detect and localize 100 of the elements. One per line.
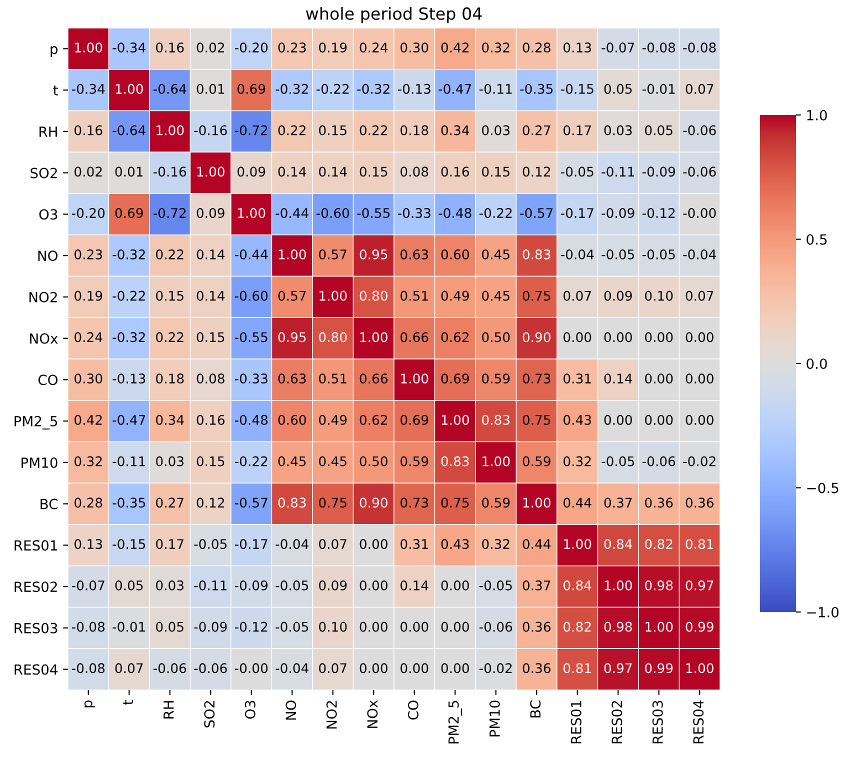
data-label: 0.00 (604, 414, 632, 425)
data-label: -0.13 (112, 374, 146, 384)
data-label: 0.32 (482, 539, 510, 550)
data-label: 0.49 (441, 290, 469, 301)
data-label: 0.82 (645, 539, 672, 550)
data-label: -0.05 (276, 580, 308, 590)
data-label: -0.72 (234, 125, 268, 136)
data-label: 0.16 (156, 42, 184, 53)
data-label: 0.00 (686, 332, 714, 342)
x-tick-label: RES01 (570, 701, 582, 744)
data-label: 0.00 (360, 580, 388, 590)
data-label: -0.47 (438, 84, 472, 94)
data-label: 0.22 (156, 332, 184, 342)
data-label: 0.30 (74, 374, 102, 384)
y-tick-label: BC (40, 498, 58, 510)
data-label: -0.01 (112, 622, 145, 632)
data-label: -0.06 (153, 663, 186, 674)
data-label: -0.09 (234, 580, 268, 590)
data-label: 0.09 (196, 208, 224, 218)
data-label: -0.08 (72, 622, 105, 632)
data-label: 0.34 (441, 125, 470, 136)
data-label: 1.00 (564, 539, 592, 550)
data-label: -0.48 (438, 208, 472, 218)
data-label: 0.09 (319, 580, 347, 590)
data-label: -0.32 (112, 332, 145, 342)
x-tick-label: p (84, 700, 96, 708)
data-label: 0.18 (156, 374, 184, 384)
data-label: 0.05 (604, 84, 632, 94)
data-label: 0.15 (196, 332, 224, 342)
data-label: 0.43 (441, 539, 469, 550)
data-label: 0.14 (278, 166, 306, 177)
data-label: 1.00 (75, 42, 102, 53)
data-label: -0.16 (153, 166, 186, 177)
data-label: 0.60 (278, 414, 306, 425)
data-label: 0.73 (522, 374, 550, 384)
data-label: 0.00 (360, 539, 388, 550)
data-label: 0.22 (278, 125, 306, 136)
data-label: -0.00 (234, 663, 268, 674)
data-label: 0.84 (564, 580, 592, 590)
data-label: -0.32 (112, 249, 145, 260)
data-label: 0.69 (238, 84, 266, 94)
data-label: 0.00 (686, 374, 714, 384)
data-label: 0.80 (360, 290, 388, 301)
data-label: 0.83 (522, 249, 550, 260)
x-tick-label: RES02 (612, 701, 622, 744)
data-label: 0.32 (74, 456, 102, 466)
data-label: -0.11 (602, 166, 634, 177)
data-label: -0.72 (153, 208, 186, 218)
data-label: 0.31 (564, 374, 591, 384)
data-label: 0.83 (278, 498, 306, 508)
data-label: 0.45 (278, 456, 306, 466)
data-label: 0.59 (482, 498, 510, 508)
data-label: 0.59 (522, 456, 550, 466)
data-label: 0.03 (604, 125, 632, 136)
data-label: 0.18 (400, 125, 428, 136)
x-tick-label: RH (164, 701, 174, 718)
data-label: 1.00 (197, 166, 224, 177)
data-label: -0.22 (234, 456, 268, 466)
data-label: 0.01 (196, 84, 224, 94)
data-label: 1.00 (604, 580, 632, 590)
data-label: 0.00 (400, 622, 428, 632)
data-label: 0.07 (686, 84, 714, 94)
data-label: -0.22 (479, 208, 512, 218)
data-label: 0.34 (156, 414, 184, 425)
data-label: -0.33 (234, 374, 268, 384)
data-label: -0.08 (683, 42, 716, 53)
data-label: -0.15 (112, 539, 146, 550)
data-label: -0.06 (194, 663, 227, 674)
data-label: 0.99 (686, 622, 714, 632)
data-label: -0.20 (72, 208, 105, 218)
data-label: 0.69 (441, 374, 469, 384)
data-label: -0.05 (194, 539, 227, 550)
data-label: 0.00 (360, 622, 388, 632)
data-label: 0.00 (441, 663, 469, 674)
data-label: -0.47 (112, 414, 146, 425)
data-label: 0.07 (319, 539, 346, 550)
data-label: -0.05 (642, 249, 675, 260)
data-label: -0.06 (683, 125, 716, 136)
data-label: 0.43 (564, 414, 592, 425)
data-label: 0.98 (604, 622, 632, 632)
data-label: -0.15 (560, 84, 594, 94)
data-label: 0.63 (278, 374, 306, 384)
data-label: 0.10 (645, 290, 673, 301)
data-label: 0.75 (522, 414, 550, 425)
y-tick-label: RES01 (14, 540, 57, 551)
data-label: 1.00 (156, 125, 184, 136)
x-tick-label: SO2 (204, 701, 215, 728)
data-label: 0.19 (319, 42, 347, 53)
data-label: 0.13 (564, 42, 592, 53)
data-label: 0.09 (238, 166, 266, 177)
data-label: 0.69 (115, 208, 143, 218)
data-label: 0.59 (482, 374, 510, 384)
data-label: -0.06 (479, 622, 512, 632)
data-label: 1.00 (238, 208, 266, 218)
data-label: 0.10 (319, 622, 347, 632)
data-label: -0.05 (276, 622, 308, 632)
data-label: 0.62 (360, 414, 387, 425)
data-label: 0.12 (196, 498, 224, 508)
data-label: 1.00 (442, 414, 469, 425)
data-label: 1.00 (116, 84, 143, 94)
